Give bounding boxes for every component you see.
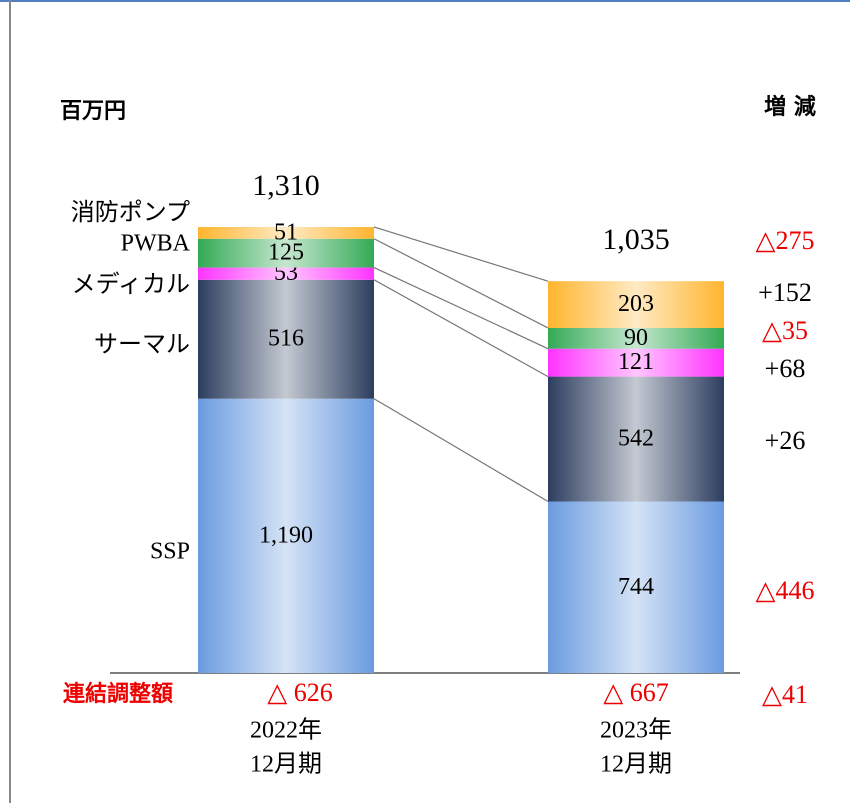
series-name: SSP	[150, 539, 190, 565]
segment-label: 90	[624, 325, 648, 351]
total-label: 1,035	[602, 223, 670, 256]
left-border	[9, 0, 11, 803]
x-tick-label: 12月期	[600, 752, 672, 778]
change-label: +68	[765, 354, 806, 383]
segment-label: 516	[268, 326, 304, 352]
connector	[373, 267, 549, 350]
connector	[373, 279, 549, 378]
adjustment-change: △41	[762, 680, 808, 709]
x-tick-label: 2022年	[250, 717, 322, 744]
series-name: メディカル	[72, 270, 190, 298]
connector	[373, 238, 549, 329]
change-label: +26	[765, 426, 806, 455]
bar-segment	[198, 279, 374, 399]
connector	[373, 226, 549, 282]
segment-label: 51	[274, 219, 298, 245]
segment-label: 121	[618, 349, 654, 375]
series-name: PWBA	[121, 231, 191, 257]
bar-segment	[198, 238, 374, 268]
bar-segment	[198, 398, 374, 673]
change-label: △446	[756, 576, 815, 605]
series-name: 消防ポンプ	[71, 198, 190, 226]
segment-label: 125	[268, 240, 304, 266]
x-tick-label: 12月期	[250, 752, 322, 778]
unit-label: 百万円	[60, 99, 126, 124]
segment-label: 1,190	[259, 522, 313, 548]
change-label: △35	[762, 316, 808, 345]
adjustment-label: △ 667	[603, 678, 669, 707]
bar-segment	[548, 501, 724, 673]
bar-segment	[548, 376, 724, 502]
adjustment-name: 連結調整額	[63, 681, 173, 707]
bar-segment	[548, 281, 724, 328]
segment-label: 542	[618, 426, 654, 452]
change-label: +152	[758, 278, 812, 307]
bar-segment	[198, 227, 374, 239]
segment-label: 744	[618, 574, 654, 600]
top-border	[0, 0, 850, 2]
x-tick-label: 2023年	[600, 717, 672, 744]
series-name: サーマル	[94, 330, 190, 358]
bar-segment	[198, 267, 374, 280]
connector	[373, 398, 549, 503]
change-header: 増 減	[764, 94, 816, 120]
bar-segment	[548, 348, 724, 377]
total-label: 1,310	[252, 169, 320, 202]
total-change: △275	[756, 226, 815, 255]
bar-segment	[548, 327, 724, 349]
segment-label: 203	[618, 291, 654, 317]
adjustment-label: △ 626	[267, 678, 333, 707]
